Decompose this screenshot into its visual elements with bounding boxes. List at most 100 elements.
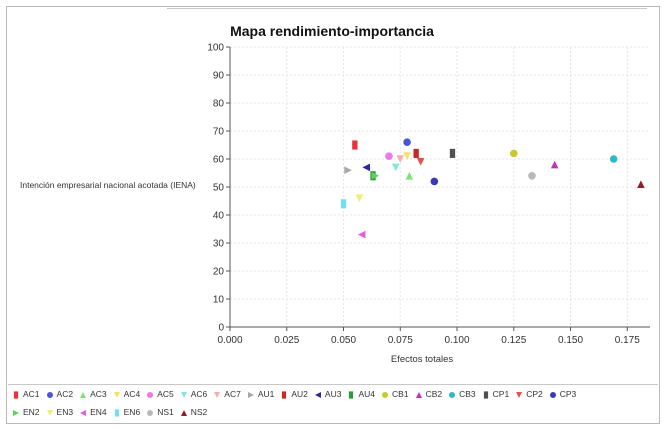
y-tick-label: 60 (213, 155, 225, 166)
legend-item-au2: AU2 (280, 389, 308, 399)
legend-item-en4: EN4 (79, 407, 107, 417)
legend-row-2: EN2 EN3 EN4 EN6 NS1 NS2 (12, 407, 213, 417)
legend-marker (80, 409, 87, 416)
data-point-ac4 (403, 152, 411, 160)
x-axis-label: Efectos totales (391, 354, 454, 365)
legend-label: AC2 (56, 389, 74, 399)
data-point-en3 (355, 194, 364, 202)
legend-marker (46, 391, 53, 398)
legend-label: CB2 (425, 389, 443, 399)
legend-item-ac2: AC2 (46, 389, 74, 399)
x-tick-label: 0.075 (388, 335, 413, 346)
legend-label: CB3 (459, 389, 476, 399)
data-point-en6 (340, 199, 347, 209)
legend-swatch (80, 391, 87, 398)
legend: AC1 AC2 AC3 AC4 AC5 AC6 AC7 AU1 AU2 AU3 AU4 CB1 CB2 C… (8, 384, 658, 425)
data-point-ac3 (405, 172, 414, 180)
legend-marker (114, 409, 119, 417)
y-tick-label: 10 (213, 295, 225, 306)
y-axis-label: Intención empresarial nacional acotada (… (20, 180, 196, 190)
x-tick-label: 0.150 (558, 335, 583, 346)
legend-swatch (180, 391, 187, 398)
x-tick-label: 0.175 (615, 335, 640, 346)
data-point-cb3 (609, 155, 618, 163)
legend-swatch (247, 391, 254, 398)
legend-marker (214, 391, 221, 398)
legend-item-cb2: CB2 (415, 389, 443, 399)
data-point-cp1 (449, 148, 456, 158)
legend-marker (349, 391, 354, 399)
legend-swatch (483, 391, 488, 399)
legend-marker (449, 391, 456, 398)
y-tick-label: 40 (213, 211, 225, 222)
x-tick-labels: 0.000 0.025 0.050 0.075 0.100 0.125 0.150 0.175 (217, 335, 640, 346)
legend-item-au3: AU3 (314, 389, 342, 399)
legend-marker (46, 409, 53, 416)
legend-item-ac7: AC7 (213, 389, 241, 399)
legend-marker (516, 391, 523, 398)
legend-swatch (114, 409, 119, 417)
legend-swatch (46, 409, 53, 416)
legend-label: AC5 (157, 389, 174, 399)
x-tick-label: 0.050 (331, 335, 356, 346)
legend-swatch (282, 391, 287, 399)
legend-marker (180, 409, 187, 416)
data-point-en4 (357, 230, 366, 239)
legend-item-en6: EN6 (113, 407, 140, 417)
legend-marker (549, 391, 556, 398)
legend-swatch (214, 391, 221, 398)
legend-marker (180, 391, 187, 398)
legend-item-ac5: AC5 (146, 389, 174, 399)
legend-marker (314, 391, 321, 398)
legend-swatch (415, 391, 422, 398)
legend-marker (282, 391, 287, 399)
legend-item-cp1: CP1 (482, 389, 509, 399)
y-tick-label: 30 (213, 239, 225, 250)
legend-item-ac4: AC4 (113, 389, 140, 399)
legend-swatch (113, 391, 120, 398)
legend-item-cb3: CB3 (448, 389, 476, 399)
x-tick-label: 0.000 (217, 335, 242, 346)
legend-label: CB1 (392, 389, 409, 399)
data-point-ac6 (391, 163, 400, 172)
y-tick-label: 20 (213, 267, 225, 278)
legend-swatch (80, 409, 87, 416)
legend-swatch (13, 409, 19, 416)
legend-marker (247, 391, 254, 398)
legend-swatch (180, 409, 187, 416)
x-tick-label: 0.125 (501, 335, 526, 346)
grid (230, 46, 650, 327)
data-point-ac5 (385, 152, 393, 160)
legend-label: NS2 (190, 407, 208, 417)
data-point-au2 (413, 148, 419, 158)
legend-item-au1: AU1 (247, 389, 275, 399)
legend-label: AC3 (90, 389, 107, 399)
data-points (340, 138, 645, 239)
legend-label: AU1 (257, 389, 275, 399)
legend-label: NS1 (157, 407, 174, 417)
chart-title: Mapa rendimiento-importancia (230, 23, 434, 39)
legend-swatch (349, 391, 354, 399)
legend-marker (147, 409, 154, 416)
data-point-ns1 (528, 172, 536, 180)
data-point-au3 (362, 163, 371, 172)
data-point-cb2 (550, 160, 559, 169)
x-tick-label: 0.025 (274, 335, 299, 346)
x-tick-label: 0.100 (445, 335, 470, 346)
legend-label: AU3 (324, 389, 342, 399)
legend-marker (13, 409, 19, 416)
axes (226, 46, 650, 331)
legend-marker (80, 391, 87, 398)
data-point-ns2 (637, 180, 645, 188)
scatter-chart: Mapa rendimiento-importancia 0 10 20 30 40 50… (20, 23, 650, 365)
legend-item-en2: EN2 (12, 407, 40, 417)
legend-label: AC1 (23, 389, 40, 399)
legend-marker (415, 391, 422, 398)
legend-marker (382, 391, 389, 398)
legend-swatch (314, 391, 321, 398)
legend-item-cp2: CP2 (515, 389, 543, 399)
legend-row-1: AC1 AC2 AC3 AC4 AC5 AC6 AC7 AU1 AU2 AU3 AU4 CB1 CB2 C… (12, 389, 582, 399)
y-tick-labels: 0 10 20 30 40 50 60 70 80 90 100 (207, 43, 224, 334)
legend-swatch (147, 409, 154, 416)
legend-swatch (13, 391, 19, 399)
